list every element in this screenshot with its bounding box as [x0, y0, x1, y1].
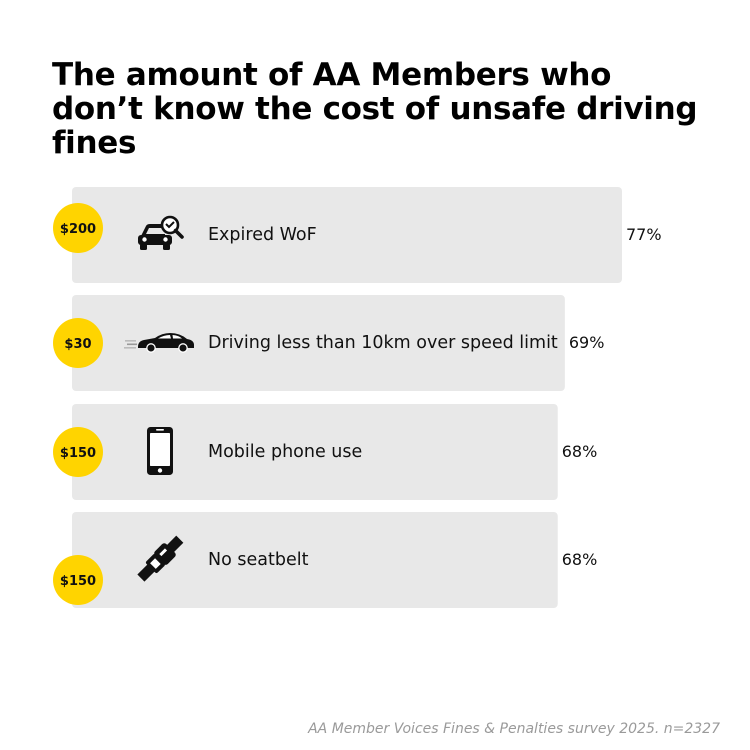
- fine-amount: $150: [60, 446, 96, 461]
- source-note: AA Member Voices Fines & Penalties surve…: [308, 721, 720, 737]
- bar-label: Mobile phone use: [208, 442, 362, 462]
- fine-badge: [53, 427, 103, 477]
- value-label: 68%: [562, 550, 598, 569]
- fine-amount: $30: [64, 337, 91, 352]
- chart-title: The amount of AA Members who don’t know …: [52, 57, 698, 161]
- fine-amount: $150: [60, 574, 96, 589]
- bar-1: [72, 187, 622, 283]
- fine-badge: [53, 555, 103, 605]
- value-label: 68%: [562, 442, 598, 461]
- value-label: 77%: [626, 225, 662, 244]
- bar-2: [72, 295, 565, 391]
- mobile-phone-icon: [147, 427, 173, 475]
- bar-rows: Expired WoF 77% $200 Driving less than 10km…: [53, 187, 662, 608]
- bar-label: No seatbelt: [208, 550, 309, 570]
- fine-badge: [53, 318, 103, 368]
- bar-label: Driving less than 10km over speed limit: [208, 333, 558, 353]
- fine-badge: [53, 203, 103, 253]
- bar-3: [72, 404, 558, 500]
- bar-label: Expired WoF: [208, 225, 317, 245]
- bar-4: [72, 512, 558, 608]
- value-label: 69%: [569, 333, 605, 352]
- fine-amount: $200: [60, 222, 96, 237]
